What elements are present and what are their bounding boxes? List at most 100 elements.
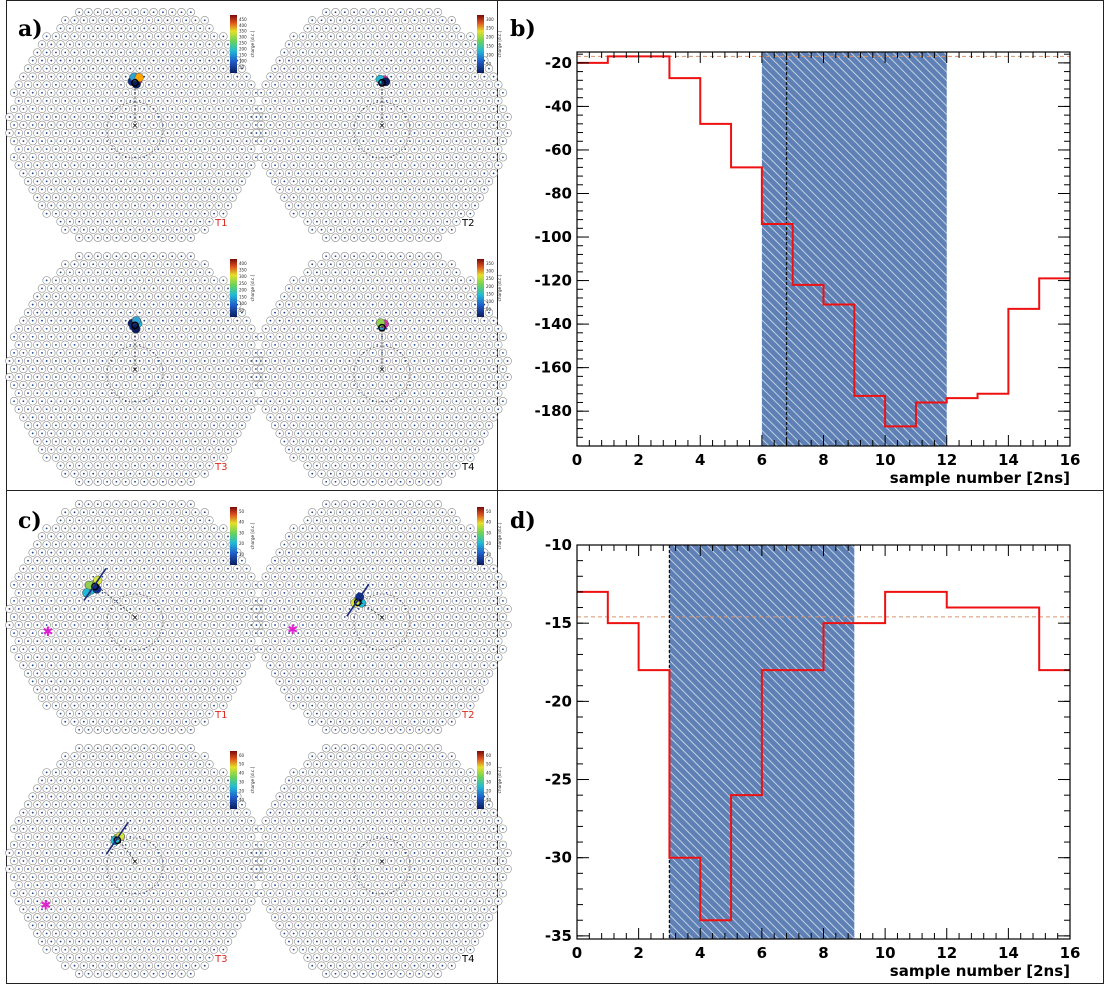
pixel-center-dot [78, 448, 81, 451]
pixel-center-dot [455, 271, 458, 274]
pixel-center-dot [152, 43, 155, 46]
pixel-center-dot [376, 67, 379, 70]
pixel-center-dot [180, 400, 183, 403]
pixel-center-dot [138, 440, 141, 443]
pixel-center-dot [376, 116, 379, 118]
pixel-center-dot [353, 156, 355, 159]
pixel-center-dot [115, 11, 118, 14]
pixel-center-dot [381, 27, 383, 30]
pixel-center-dot [395, 263, 397, 266]
pixel-center-dot [371, 368, 374, 370]
pixel-center-dot [157, 196, 160, 199]
colorbar-tick-label: 400 [239, 23, 247, 28]
pixel-center-dot [422, 180, 425, 183]
pixel-center-dot [41, 448, 43, 451]
pixel-center-dot [334, 220, 337, 223]
pixel-center-dot [189, 236, 192, 239]
pixel-center-dot [78, 75, 81, 78]
pixel-center-dot [432, 67, 435, 70]
pixel-center-dot [64, 327, 67, 330]
pixel-center-dot [422, 360, 425, 362]
pixel-center-dot [432, 116, 435, 118]
pixel-center-dot [385, 228, 388, 231]
pixel-center-dot [36, 148, 39, 151]
pixel-center-dot [124, 384, 127, 387]
pixel-center-dot [231, 360, 234, 362]
pixel-center-dot [245, 335, 248, 338]
pixel-center-dot [502, 351, 504, 354]
pixel-center-dot [166, 132, 169, 134]
pixel-center-dot [362, 287, 365, 290]
pixel-center-dot [474, 188, 476, 191]
pixel-center-dot [390, 319, 393, 322]
pixel-center-dot [288, 156, 290, 159]
pixel-center-dot [409, 400, 411, 403]
pixel-center-dot [213, 196, 215, 199]
pixel-center-dot [157, 360, 160, 362]
pixel-center-dot [357, 51, 360, 54]
pixel-center-dot [302, 132, 304, 134]
pixel-center-dot [73, 148, 76, 151]
pixel-center-dot [45, 279, 48, 282]
pixel-center-dot [157, 116, 160, 118]
pixel-center-dot [353, 204, 355, 207]
pixel-center-dot [302, 99, 304, 102]
pixel-center-dot [185, 295, 188, 298]
pixel-center-dot [78, 319, 81, 322]
pixel-center-dot [334, 303, 337, 306]
pixel-center-dot [194, 376, 197, 378]
pixel-center-dot [390, 351, 393, 354]
pixel-center-dot [311, 295, 314, 298]
pixel-center-dot [143, 319, 146, 322]
pixel-center-dot [120, 311, 122, 314]
pixel-center-dot [143, 188, 146, 191]
pixel-center-dot [82, 67, 85, 70]
pixel-center-dot [311, 228, 314, 231]
pixel-center-dot [250, 343, 253, 346]
pixel-center-dot [203, 376, 206, 378]
pixel-center-dot [87, 75, 90, 78]
pixel-center-dot [73, 19, 76, 22]
pixel-center-dot [110, 164, 113, 167]
pixel-center-dot [120, 180, 122, 183]
pixel-center-dot [162, 432, 164, 435]
pixel-center-dot [171, 236, 174, 239]
pixel-center-dot [357, 132, 360, 134]
pixel-center-dot [264, 164, 267, 167]
pixel-center-dot [217, 368, 220, 370]
pixel-center-dot [152, 400, 155, 403]
pixel-center-dot [413, 212, 416, 215]
pixel-center-dot [143, 204, 146, 207]
pixel-center-dot [185, 311, 188, 314]
pixel-center-dot [69, 464, 71, 467]
pixel-center-dot [36, 116, 39, 118]
pixel-center-dot [390, 188, 393, 191]
pixel-center-dot [446, 335, 448, 338]
pixel-center-dot [422, 327, 425, 330]
pixel-center-dot [399, 156, 402, 159]
pixel-center-dot [194, 67, 197, 70]
pixel-center-dot [22, 351, 25, 354]
pixel-center-dot [474, 303, 476, 306]
pixel-center-dot [288, 303, 290, 306]
pixel-center-dot [446, 91, 448, 94]
pixel-center-dot [409, 204, 411, 207]
pixel-center-dot [264, 360, 267, 362]
pixel-center-dot [320, 212, 323, 215]
pixel-center-dot [120, 164, 122, 167]
pixel-center-dot [460, 164, 462, 167]
pixel-center-dot [143, 91, 146, 94]
pixel-center-dot [73, 456, 76, 459]
pixel-center-dot [124, 432, 127, 435]
pixel-center-dot [422, 116, 425, 118]
pixel-center-dot [64, 51, 67, 54]
pixel-center-dot [334, 156, 337, 159]
pixel-center-dot [334, 287, 337, 290]
pixel-center-dot [110, 408, 113, 411]
pixel-center-dot [152, 287, 155, 290]
pixel-center-dot [469, 180, 472, 183]
pixel-center-dot [17, 99, 20, 102]
pixel-center-dot [189, 204, 192, 207]
pixel-center-dot [245, 384, 248, 387]
pixel-center-dot [469, 327, 472, 330]
